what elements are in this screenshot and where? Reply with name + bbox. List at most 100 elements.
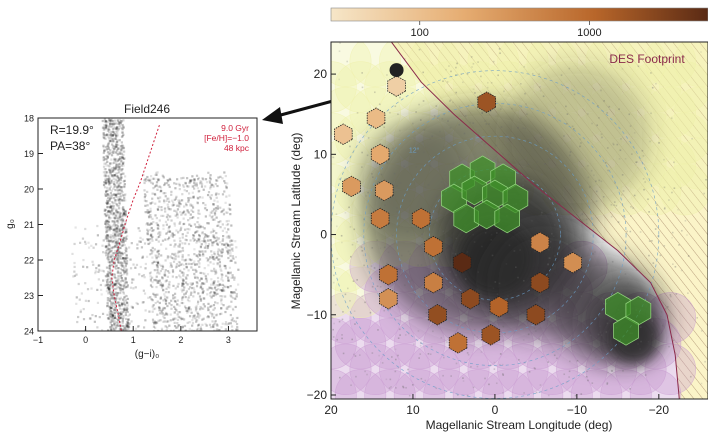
cmd-star-point <box>224 245 227 248</box>
map-x-tick-label: −20 <box>649 403 670 417</box>
cmd-star-point <box>156 260 159 263</box>
density-speckle <box>566 113 569 115</box>
cmd-star-point <box>150 227 153 230</box>
cmd-star-point <box>173 224 177 227</box>
cmd-star-point <box>178 243 181 246</box>
cmd-star-point <box>215 323 219 326</box>
cmd-star-point <box>126 285 129 289</box>
density-speckle <box>680 269 683 272</box>
cmd-star-point <box>140 246 144 249</box>
cmd-star-point <box>211 209 214 213</box>
cmd-star-point <box>189 179 192 182</box>
density-speckle <box>443 113 445 116</box>
cmd-star-point <box>192 317 195 320</box>
cmd-star-point <box>177 315 180 318</box>
cmd-star-point <box>198 233 201 237</box>
cmd-star-point <box>121 261 124 265</box>
cmd-star-point <box>106 301 109 305</box>
cmd-star-point <box>120 264 123 268</box>
cmd-star-point <box>125 308 128 311</box>
cmd-star-point <box>114 297 117 300</box>
cmd-star-point <box>164 207 167 210</box>
density-speckle <box>373 91 376 94</box>
cmd-star-point <box>107 243 110 246</box>
cmd-star-point <box>104 178 107 181</box>
cmd-star-point <box>213 321 217 324</box>
cmd-star-point <box>226 223 230 226</box>
cmd-star-point <box>172 317 175 320</box>
target-field-hex <box>333 123 353 145</box>
cmd-star-point <box>166 255 169 258</box>
cmd-star-point <box>147 239 150 242</box>
cmd-star-point <box>193 253 196 256</box>
density-speckle <box>613 201 616 203</box>
cmd-star-point <box>136 325 140 328</box>
cmd-star-point <box>173 209 176 212</box>
density-speckle <box>517 126 519 129</box>
cmd-star-point <box>107 329 110 331</box>
cmd-star-point <box>142 289 145 292</box>
density-speckle <box>397 337 400 340</box>
cmd-star-point <box>196 202 199 205</box>
density-speckle <box>522 339 525 341</box>
cmd-star-point <box>122 314 126 318</box>
cmd-star-point <box>175 262 179 266</box>
density-speckle <box>607 263 609 265</box>
cmd-star-point <box>120 228 123 231</box>
cmd-star-point <box>113 316 117 319</box>
cmd-star-point <box>227 244 230 247</box>
cmd-star-point <box>106 237 109 240</box>
cmd-star-point <box>170 190 173 193</box>
cmd-star-point <box>110 325 114 328</box>
cmd-star-point <box>223 180 226 183</box>
cmd-star-point <box>104 190 108 193</box>
cmd-star-point <box>211 241 214 244</box>
density-speckle <box>641 149 644 152</box>
cmd-star-point <box>204 215 207 218</box>
cmd-star-point <box>113 183 116 186</box>
density-speckle <box>535 391 538 394</box>
cmd-star-point <box>125 281 128 284</box>
cmd-star-point <box>176 285 179 288</box>
cmd-star-point <box>156 236 160 239</box>
cmd-star-point <box>153 279 156 282</box>
density-speckle <box>389 111 391 114</box>
cmd-star-point <box>208 257 211 261</box>
cmd-star-point <box>109 306 112 309</box>
density-speckle <box>547 394 550 397</box>
cmd-star-point <box>151 192 154 195</box>
cmd-star-point <box>189 179 192 183</box>
density-speckle <box>377 181 380 183</box>
cmd-star-point <box>219 220 222 223</box>
cmd-star-point <box>104 120 107 123</box>
cmd-star-point <box>114 259 117 262</box>
cmd-star-point <box>110 273 113 276</box>
cmd-star-point <box>104 245 107 248</box>
density-speckle <box>363 218 365 221</box>
cmd-star-point <box>104 208 107 212</box>
cmd-star-point <box>115 230 118 233</box>
cmd-star-point <box>121 265 124 268</box>
cmd-star-point <box>113 245 116 249</box>
cmd-star-point <box>218 328 221 331</box>
cmd-star-point <box>198 196 202 199</box>
cmd-star-point <box>106 151 110 154</box>
cmd-star-point <box>114 199 117 202</box>
cmd-star-point <box>149 277 152 281</box>
density-speckle <box>636 161 639 163</box>
cmd-star-point <box>175 309 178 312</box>
cmd-star-point <box>175 212 179 215</box>
cmd-star-point <box>227 278 230 281</box>
cmd-star-point <box>110 329 113 331</box>
cmd-star-point <box>189 204 192 207</box>
cmd-star-point <box>117 274 120 277</box>
cmd-star-point <box>121 310 125 314</box>
cmd-star-point <box>204 322 207 325</box>
cmd-star-point <box>112 145 115 148</box>
density-speckle <box>556 357 558 360</box>
cmd-star-point <box>181 298 184 301</box>
cmd-star-point <box>215 328 218 331</box>
cmd-star-point <box>118 162 121 165</box>
cmd-star-point <box>149 202 152 205</box>
cmd-star-point <box>117 147 120 150</box>
